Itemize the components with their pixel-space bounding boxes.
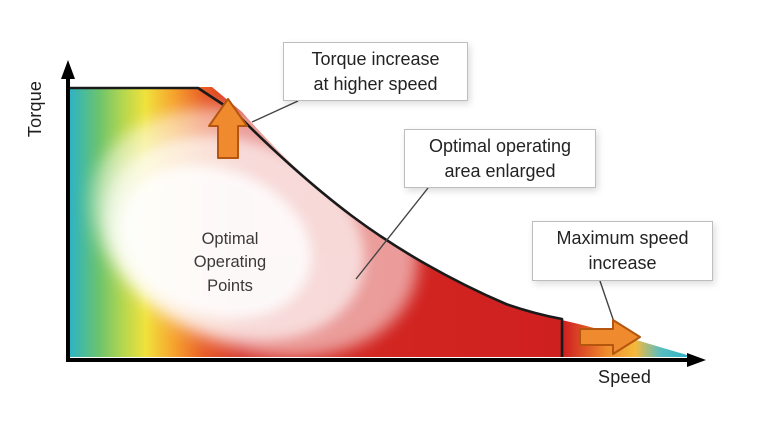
callout-max-speed: Maximum speed increase (532, 221, 713, 281)
callout-torque-increase-line2: at higher speed (313, 73, 438, 94)
optimal-operating-points-label: Optimal Operating Points (160, 228, 300, 298)
optimal-area-blob-inner (118, 165, 312, 319)
callout-optimal-area-line1: Optimal operating (428, 135, 572, 156)
leader-line-optimal-area (355, 187, 429, 280)
callout-torque-increase: Torque increase at higher speed (283, 42, 468, 101)
callout-max-speed-line2: increase (588, 253, 657, 273)
optimal-label-line3: Points (207, 276, 253, 295)
x-axis-arrowhead (687, 353, 706, 367)
optimal-label-line1: Optimal (201, 230, 259, 248)
x-axis-label: Speed (598, 367, 652, 387)
y-axis-arrowhead (61, 60, 75, 79)
optimal-label-line2: Operating (193, 253, 267, 272)
torque-curve-outline (68, 86, 564, 357)
callout-max-speed-line1: Maximum speed (556, 228, 689, 249)
y-axis-label: Torque (25, 80, 45, 138)
leader-line-max-speed (599, 280, 615, 323)
leader-line-torque-increase (251, 100, 299, 123)
max-speed-right-arrow-icon (579, 319, 641, 355)
torque-increase-up-arrow-icon (208, 98, 248, 159)
callout-optimal-area: Optimal operating area enlarged (404, 129, 596, 188)
callout-optimal-area-line2: area enlarged (444, 160, 556, 181)
callout-torque-increase-line1: Torque increase (311, 48, 440, 69)
